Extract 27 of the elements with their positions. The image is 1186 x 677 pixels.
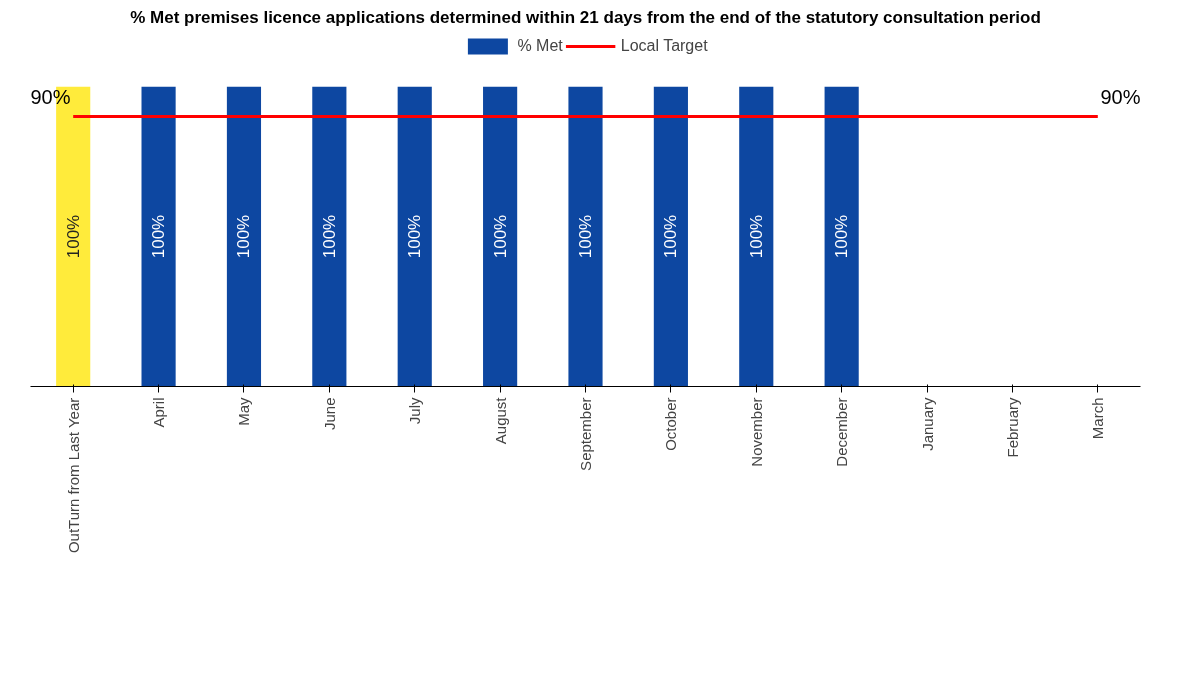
data-label: 100%	[832, 214, 852, 259]
data-label: 100%	[576, 214, 595, 259]
data-label: 100%	[234, 214, 254, 259]
x-tick-label: December	[833, 397, 851, 467]
data-label: 100%	[149, 214, 169, 259]
legend-label: % Met	[517, 37, 563, 55]
x-tick-label: February	[1003, 397, 1021, 458]
data-label: 100%	[746, 214, 766, 259]
x-tick-label: March	[1089, 397, 1107, 440]
x-tick-label: April	[150, 397, 168, 428]
x-tick-label: June	[320, 397, 338, 431]
data-label: 100%	[319, 214, 339, 259]
x-tick-label: November	[747, 397, 765, 467]
x-tick-label: August	[491, 396, 509, 445]
x-tick-label: September	[577, 397, 594, 471]
x-tick-label: January	[918, 397, 936, 451]
data-label: 100%	[405, 214, 425, 259]
x-tick-label: OutTurn from Last Year	[64, 397, 82, 554]
data-label: 100%	[63, 214, 83, 259]
data-label: 100%	[661, 214, 681, 259]
chart-title: % Met premises licence applications determined within 21 days from the end of the statutory consultation period	[130, 7, 1041, 27]
x-tick-label: October	[662, 397, 680, 451]
legend-label: Local Target	[620, 37, 708, 55]
data-label: 90%	[1100, 85, 1141, 108]
data-label: 100%	[490, 214, 510, 259]
x-tick-label: May	[235, 397, 253, 426]
x-tick-label: July	[406, 397, 424, 425]
